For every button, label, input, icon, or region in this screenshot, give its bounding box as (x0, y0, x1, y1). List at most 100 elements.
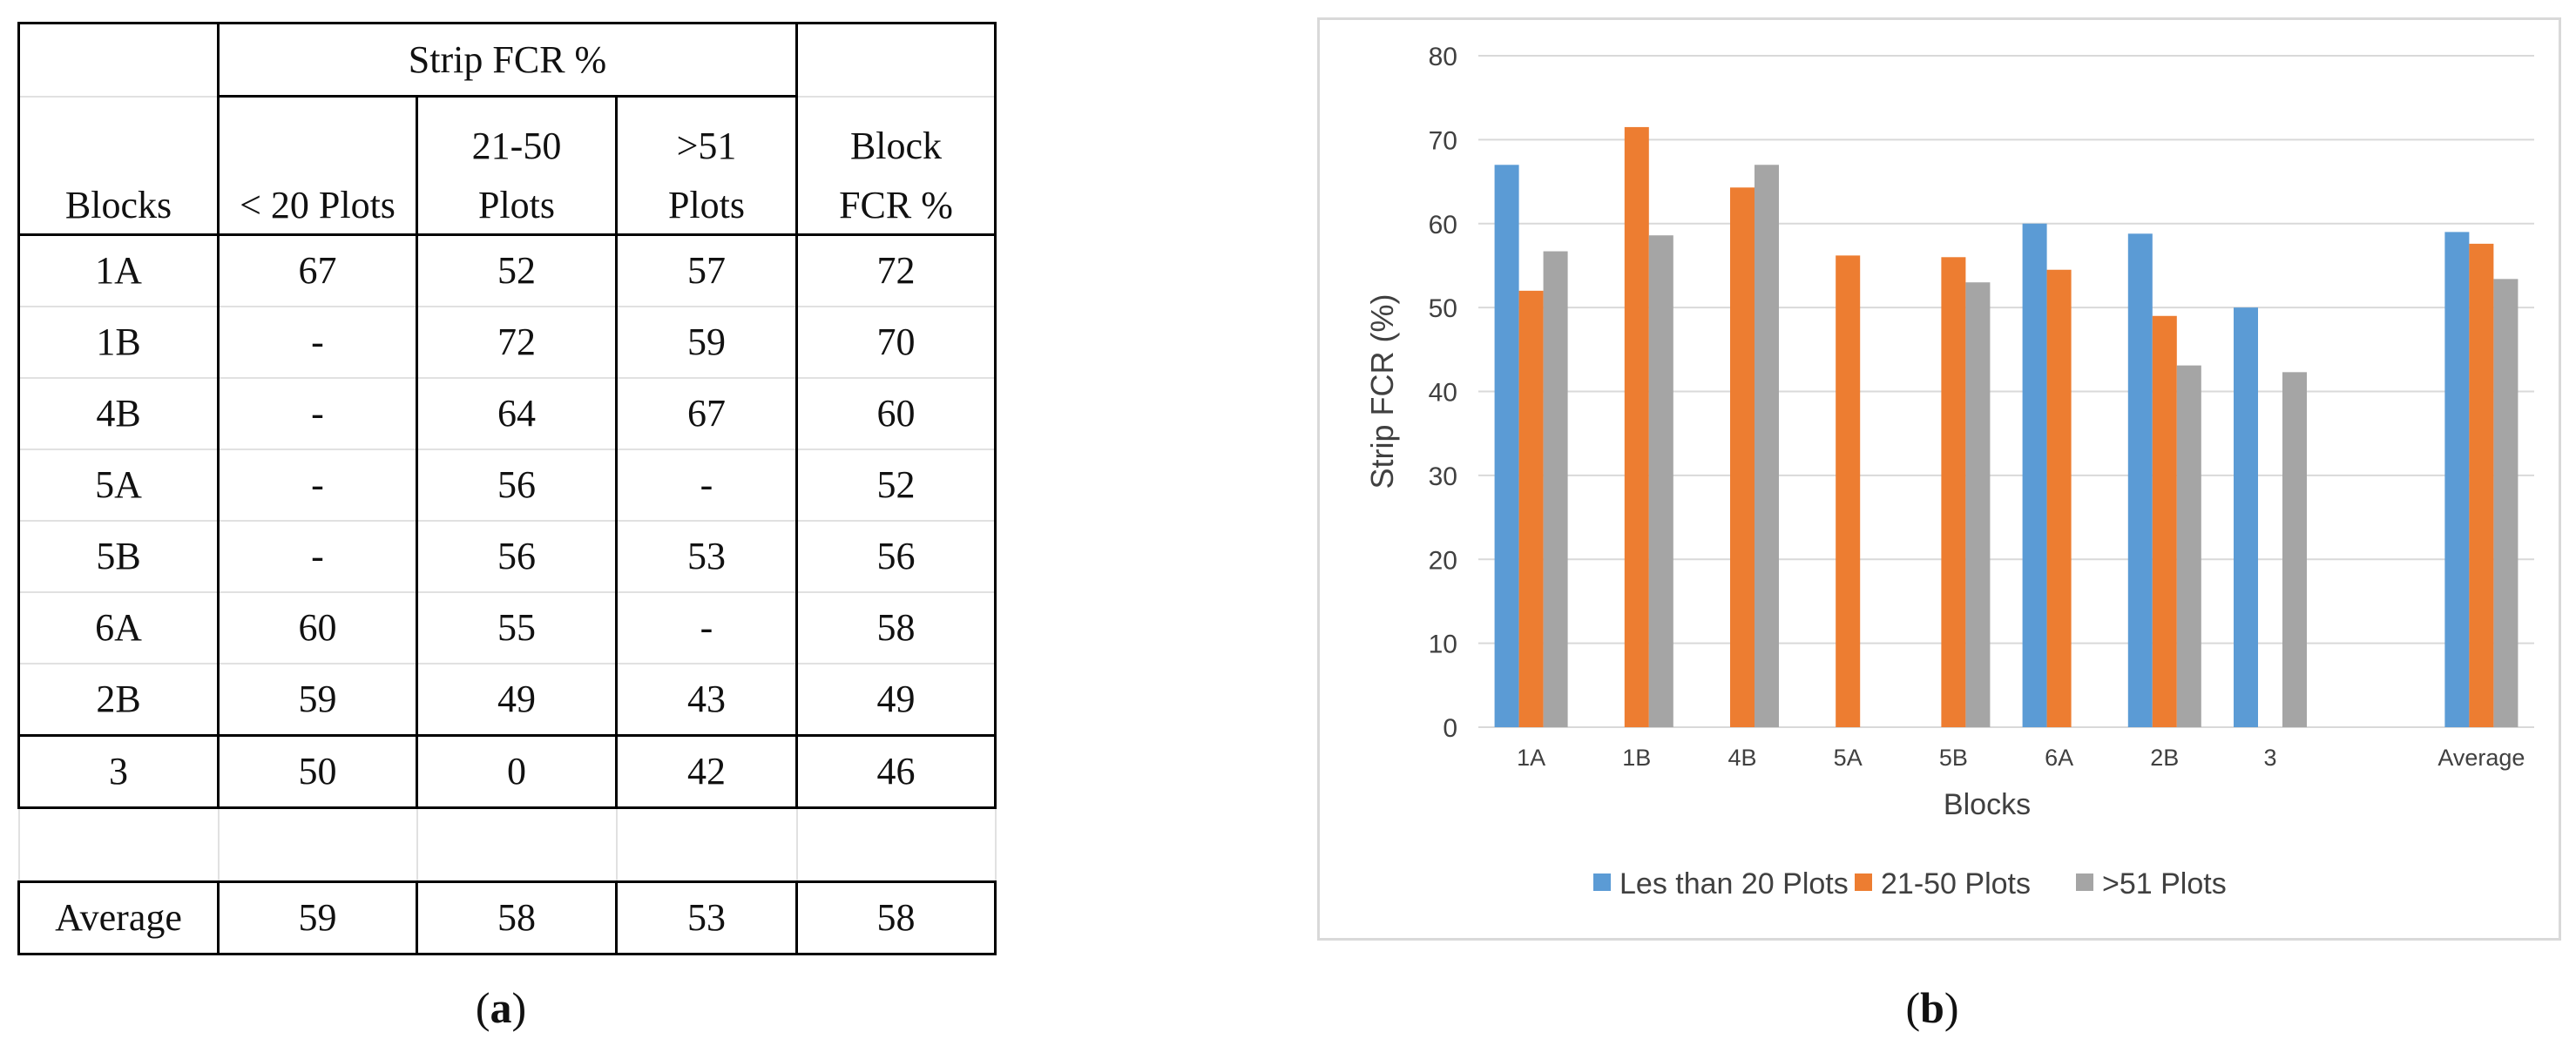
bar (1518, 290, 1544, 727)
block-fcr-cell: 56 (796, 520, 997, 593)
table-row: 5B - 56 53 56 (17, 520, 997, 593)
mid-cell: 72 (416, 306, 618, 379)
mid-cell: 49 (416, 663, 618, 737)
gt51-column-header: >51 Plots (616, 95, 798, 236)
block-cell: 6A (17, 591, 220, 664)
gt51-cell: 53 (616, 520, 798, 593)
block-fcr-cell: 58 (796, 880, 997, 955)
y-tick-label: 70 (1429, 126, 1457, 155)
legend-swatch (2076, 874, 2093, 891)
y-tick-label: 10 (1429, 631, 1457, 659)
lt20-cell: - (218, 377, 418, 450)
legend-label: 21-50 Plots (1881, 867, 2031, 900)
bar (2046, 269, 2072, 728)
y-tick-label: 80 (1429, 43, 1457, 71)
table-row: 3 50 0 42 46 (17, 734, 997, 809)
bar (2127, 233, 2153, 727)
lt20-cell: - (218, 306, 418, 379)
panel-b-label: (b) (1905, 983, 1959, 1032)
blocks-column-header: Blocks (17, 95, 220, 236)
y-tick-label: 40 (1429, 379, 1457, 408)
lt20-cell: 67 (218, 233, 418, 307)
lt20-cell: 59 (218, 880, 418, 955)
empty-row (17, 806, 997, 883)
bar-chart: 0 10 20 30 40 50 60 70 80 1A 1B 4B 5A 5B 6A 2B 3 Average B… (1364, 43, 2534, 900)
bar (1941, 257, 1966, 727)
block-cell: 1A (17, 233, 220, 307)
block-cell: 3 (17, 734, 220, 809)
mid-cell: 55 (416, 591, 618, 664)
bar (2152, 315, 2177, 727)
gt51-cell: 67 (616, 377, 798, 450)
block-fcr-cell: 52 (796, 449, 997, 522)
block-cell: Average (17, 880, 220, 955)
strip-fcr-table: Strip FCR % Blocks < 20 Plots 21-50 Plots… (17, 22, 997, 955)
block-fcr-cell: 72 (796, 233, 997, 307)
mid-column-header: 21-50 Plots (416, 95, 618, 236)
block-cell: 5B (17, 520, 220, 593)
legend-swatch (1593, 874, 1611, 891)
mid-cell: 52 (416, 233, 618, 307)
table-row: 5A - 56 - 52 (17, 449, 997, 522)
block-cell: 5A (17, 449, 220, 522)
panel-b-chart: 0 10 20 30 40 50 60 70 80 1A 1B 4B 5A 5B 6A 2B 3 Average B… (1317, 17, 2561, 941)
y-tick-label: 0 (1443, 714, 1457, 743)
bar (2022, 223, 2047, 727)
bar (1730, 187, 1755, 728)
y-tick-label: 20 (1429, 546, 1457, 575)
blocks-header-top (17, 22, 220, 98)
bar (1494, 165, 1519, 728)
bar (2176, 365, 2201, 727)
gt51-cell: 59 (616, 306, 798, 379)
block-fcr-header-top (795, 22, 997, 98)
bar (1543, 251, 1568, 728)
block-fcr-cell: 46 (796, 734, 997, 809)
block-cell: 2B (17, 663, 220, 737)
gt51-cell: 53 (616, 880, 798, 955)
gt51-cell: - (616, 449, 798, 522)
lt20-cell: - (218, 449, 418, 522)
gt51-cell: - (616, 591, 798, 664)
mid-cell: 58 (416, 880, 618, 955)
bar (2282, 372, 2307, 727)
legend-label: Les than 20 Plots (1619, 867, 1849, 900)
average-row: Average 59 58 53 58 (17, 880, 997, 955)
y-tick-label: 50 (1429, 294, 1457, 323)
table-row: 6A 60 55 - 58 (17, 591, 997, 664)
bar (1836, 255, 1861, 727)
block-fcr-cell: 60 (796, 377, 997, 450)
mid-cell: 56 (416, 449, 618, 522)
x-tick-label: 3 (2263, 745, 2276, 771)
mid-cell: 0 (416, 734, 618, 809)
mid-cell: 56 (416, 520, 618, 593)
bar (2444, 232, 2470, 727)
table-row: 4B - 64 67 60 (17, 377, 997, 450)
y-tick-label: 60 (1429, 211, 1457, 239)
x-tick-label: 5A (1834, 745, 1863, 771)
bar (2469, 243, 2494, 727)
x-tick-label: 5B (1939, 745, 1968, 771)
bar (1965, 282, 1991, 727)
bar (1648, 235, 1673, 727)
bar (1624, 126, 1649, 727)
table-row: 1B - 72 59 70 (17, 306, 997, 379)
y-axis-title: Strip FCR (%) (1364, 294, 1400, 489)
bar (2234, 307, 2258, 727)
table-row: 1A 67 52 57 72 (17, 233, 997, 307)
bar (2493, 279, 2519, 727)
gt51-cell: 43 (616, 663, 798, 737)
lt20-cell: - (218, 520, 418, 593)
gt51-cell: 42 (616, 734, 798, 809)
legend-swatch (1855, 874, 1872, 891)
lt20-cell: 50 (218, 734, 418, 809)
block-fcr-cell: 49 (796, 663, 997, 737)
panel-a-label: (a) (475, 983, 527, 1032)
x-axis-title: Blocks (1944, 788, 2031, 821)
bar (1755, 165, 1779, 728)
y-tick-label: 30 (1429, 462, 1457, 491)
block-cell: 1B (17, 306, 220, 379)
x-tick-label: 2B (2150, 745, 2179, 771)
legend-label: >51 Plots (2102, 867, 2227, 900)
block-fcr-column-header: Block FCR % (796, 95, 997, 236)
x-tick-label: Average (2437, 745, 2525, 771)
